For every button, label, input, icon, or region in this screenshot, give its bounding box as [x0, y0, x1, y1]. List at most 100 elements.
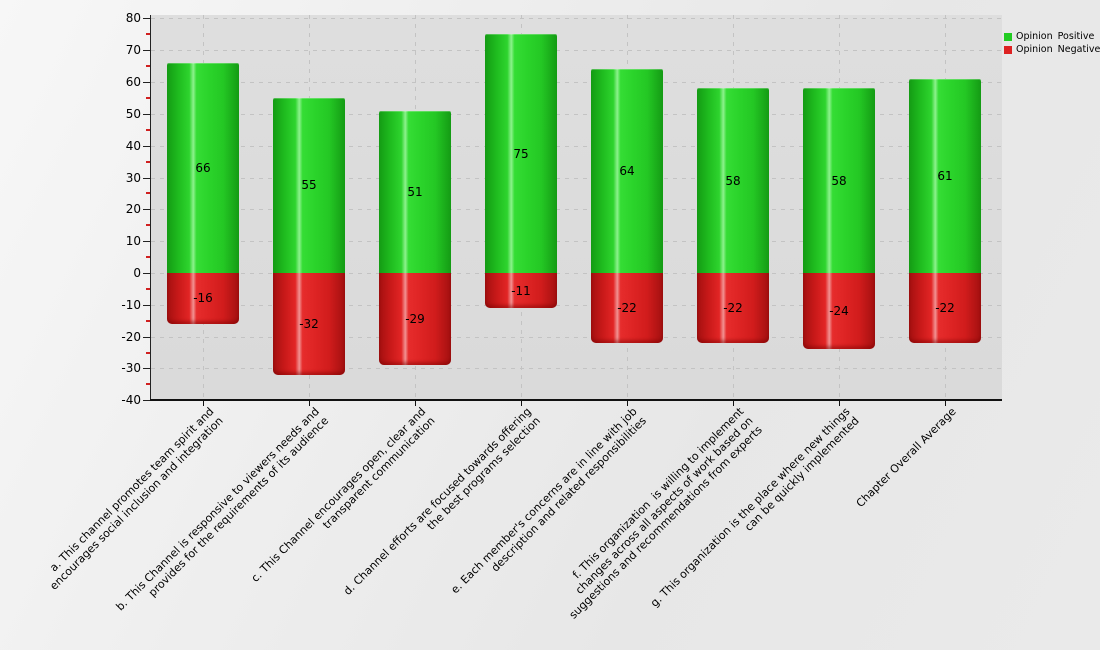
y-axis-major-tick [143, 368, 150, 370]
x-category-label: a. This channel promotes team spirit and… [46, 405, 226, 593]
x-category-label: d. Channel efforts are focused towards o… [341, 405, 544, 598]
bar-positive-segment [379, 110, 451, 273]
x-axis-tick [415, 401, 416, 406]
gridline-horizontal [151, 304, 1002, 306]
bar-value-label: 58 [725, 173, 741, 188]
y-axis-tick-label: 20 [125, 202, 141, 217]
y-axis-tick-label: 70 [125, 43, 141, 58]
y-axis-tick-label: 0 [133, 266, 141, 280]
y-axis-major-tick [143, 145, 150, 147]
bar-value-label: -32 [299, 316, 319, 331]
gridline-horizontal [151, 50, 1002, 52]
bar-value-label: 75 [513, 146, 529, 161]
bar-value-label: -22 [617, 301, 637, 315]
y-axis-tick-label: -40 [121, 393, 141, 408]
gridline-horizontal [151, 177, 1002, 179]
y-axis-tick-label: -20 [121, 329, 141, 344]
legend-swatch-negative-icon [1004, 45, 1012, 54]
y-axis-major-tick [143, 82, 150, 84]
bar-value-label: 61 [937, 168, 953, 183]
y-axis-major-tick [143, 241, 150, 243]
bar-value-label: 51 [407, 184, 423, 199]
x-category-label: b. This Channel is responsive to viewers… [113, 405, 332, 614]
y-axis-major-tick [143, 304, 150, 306]
bar-value-label: -24 [829, 304, 849, 319]
bar-negative-segment [803, 273, 875, 350]
y-axis-minor-tick [146, 319, 150, 322]
y-axis-tick-label: -30 [121, 361, 141, 376]
x-axis-tick [521, 401, 522, 406]
y-axis-major-tick [143, 209, 150, 211]
legend-label-positive: Opinion Positive [1016, 31, 1095, 42]
y-axis-minor-tick [146, 256, 150, 259]
y-axis-tick-label: 30 [125, 170, 141, 185]
y-axis-tick-label: -10 [121, 297, 141, 312]
y-axis-minor-tick [146, 351, 150, 354]
x-axis-line [150, 399, 1002, 401]
y-axis-line [150, 15, 151, 400]
y-axis-major-tick [143, 273, 150, 274]
y-axis-tick-label: 80 [125, 11, 141, 26]
y-axis-minor-tick [146, 128, 150, 131]
gridline-horizontal [151, 145, 1002, 147]
gridline-horizontal [151, 209, 1002, 211]
y-axis-minor-tick [146, 192, 150, 195]
gridline-horizontal [151, 18, 1002, 20]
y-axis-minor-tick [146, 96, 150, 99]
gridline-horizontal [151, 113, 1002, 115]
bar-negative-segment [167, 273, 239, 324]
legend-item-positive: Opinion Positive [1004, 31, 1100, 42]
x-category-label: f. This organization is willing to imple… [566, 405, 765, 622]
bar-value-label: 64 [619, 164, 635, 179]
y-axis-minor-tick [146, 65, 150, 68]
bar-value-label: 55 [301, 178, 317, 193]
y-axis-major-tick [143, 50, 150, 52]
y-axis-major-tick [143, 336, 150, 338]
x-axis-tick [945, 401, 946, 406]
bar-positive-segment [909, 78, 981, 273]
legend: Opinion Positive Opinion Negative [1004, 31, 1100, 57]
bar-positive-segment [591, 69, 663, 273]
bar-value-label: -22 [723, 301, 743, 315]
bar-positive-segment [485, 34, 557, 273]
y-axis-major-tick [143, 177, 150, 179]
x-axis-tick [309, 401, 310, 406]
legend-swatch-positive-icon [1004, 32, 1012, 41]
bar-positive-segment [803, 88, 875, 273]
y-axis-minor-tick [146, 287, 150, 290]
bar-value-label: -29 [405, 312, 425, 327]
bar-value-label: 66 [195, 160, 211, 175]
y-axis-major-tick [143, 113, 150, 115]
y-axis-minor-tick [146, 33, 150, 36]
y-axis-minor-tick [146, 224, 150, 227]
legend-item-negative: Opinion Negative [1004, 44, 1100, 55]
x-axis-tick [627, 401, 628, 406]
gridline-horizontal [151, 273, 1002, 274]
y-axis-tick-label: 50 [125, 106, 141, 121]
gridline-horizontal [151, 336, 1002, 338]
bar-negative-segment [909, 273, 981, 344]
bar-value-label: -11 [511, 283, 531, 298]
bar-positive-segment [697, 88, 769, 273]
gridline-horizontal [151, 82, 1002, 84]
bar-negative-segment [485, 273, 557, 308]
y-axis-tick-label: 10 [125, 234, 141, 249]
bar-negative-segment [379, 273, 451, 366]
x-axis-tick [203, 401, 204, 406]
bar-value-label: -16 [193, 291, 213, 306]
x-axis-tick [839, 401, 840, 406]
x-category-label: Chapter Overall Average [853, 405, 959, 510]
y-axis-tick-label: 60 [125, 75, 141, 90]
y-axis-minor-tick [146, 160, 150, 163]
legend-label-negative: Opinion Negative [1016, 44, 1100, 55]
x-axis-tick [733, 401, 734, 406]
gridline-horizontal [151, 368, 1002, 370]
bar-negative-segment [697, 273, 769, 344]
bar-negative-segment [273, 273, 345, 375]
x-category-label: c. This Channel encourages open, clear a… [248, 405, 438, 585]
bar-value-label: 58 [831, 173, 847, 188]
y-axis-major-tick [143, 18, 150, 20]
y-axis-tick-label: 40 [125, 138, 141, 153]
bar-positive-segment [167, 62, 239, 273]
